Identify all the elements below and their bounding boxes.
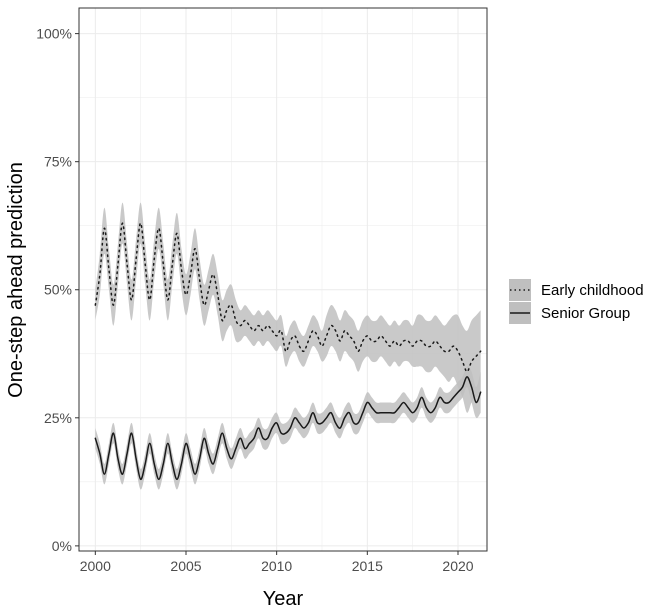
plot-panel bbox=[78, 7, 488, 552]
y-tick-label: 100% bbox=[36, 26, 72, 42]
legend-item-senior-group: Senior Group bbox=[509, 302, 630, 324]
major-gridlines bbox=[79, 8, 487, 551]
series-line-early-childhood bbox=[94, 222, 482, 373]
y-tick-label: 50% bbox=[44, 282, 72, 298]
confidence-band-early-childhood bbox=[95, 202, 481, 413]
x-axis-title: Year bbox=[263, 588, 304, 610]
series-line-senior-group bbox=[94, 376, 482, 481]
y-tick-label: 0% bbox=[52, 538, 72, 554]
y-axis: 0% 25% 50% 75% 100% bbox=[36, 26, 79, 554]
legend: Early childhood Senior Group bbox=[509, 279, 644, 324]
legend-item-early-childhood: Early childhood bbox=[509, 279, 644, 301]
x-tick-label: 2000 bbox=[80, 558, 111, 574]
y-axis-title: One-step ahead prediction bbox=[5, 162, 27, 398]
y-tick-label: 75% bbox=[44, 154, 72, 170]
minor-gridlines bbox=[79, 8, 487, 551]
legend-label-senior-group: Senior Group bbox=[541, 305, 630, 322]
panel-border bbox=[78, 7, 488, 552]
confidence-band-senior-group bbox=[95, 366, 481, 490]
series-layer bbox=[94, 202, 482, 490]
legend-label-early-childhood: Early childhood bbox=[541, 282, 644, 299]
x-tick-label: 2005 bbox=[170, 558, 201, 574]
x-tick-label: 2020 bbox=[442, 558, 473, 574]
y-tick-label: 25% bbox=[44, 410, 72, 426]
x-tick-label: 2015 bbox=[352, 558, 383, 574]
x-axis: 2000 2005 2010 2015 2020 bbox=[80, 551, 474, 574]
x-tick-label: 2010 bbox=[261, 558, 292, 574]
